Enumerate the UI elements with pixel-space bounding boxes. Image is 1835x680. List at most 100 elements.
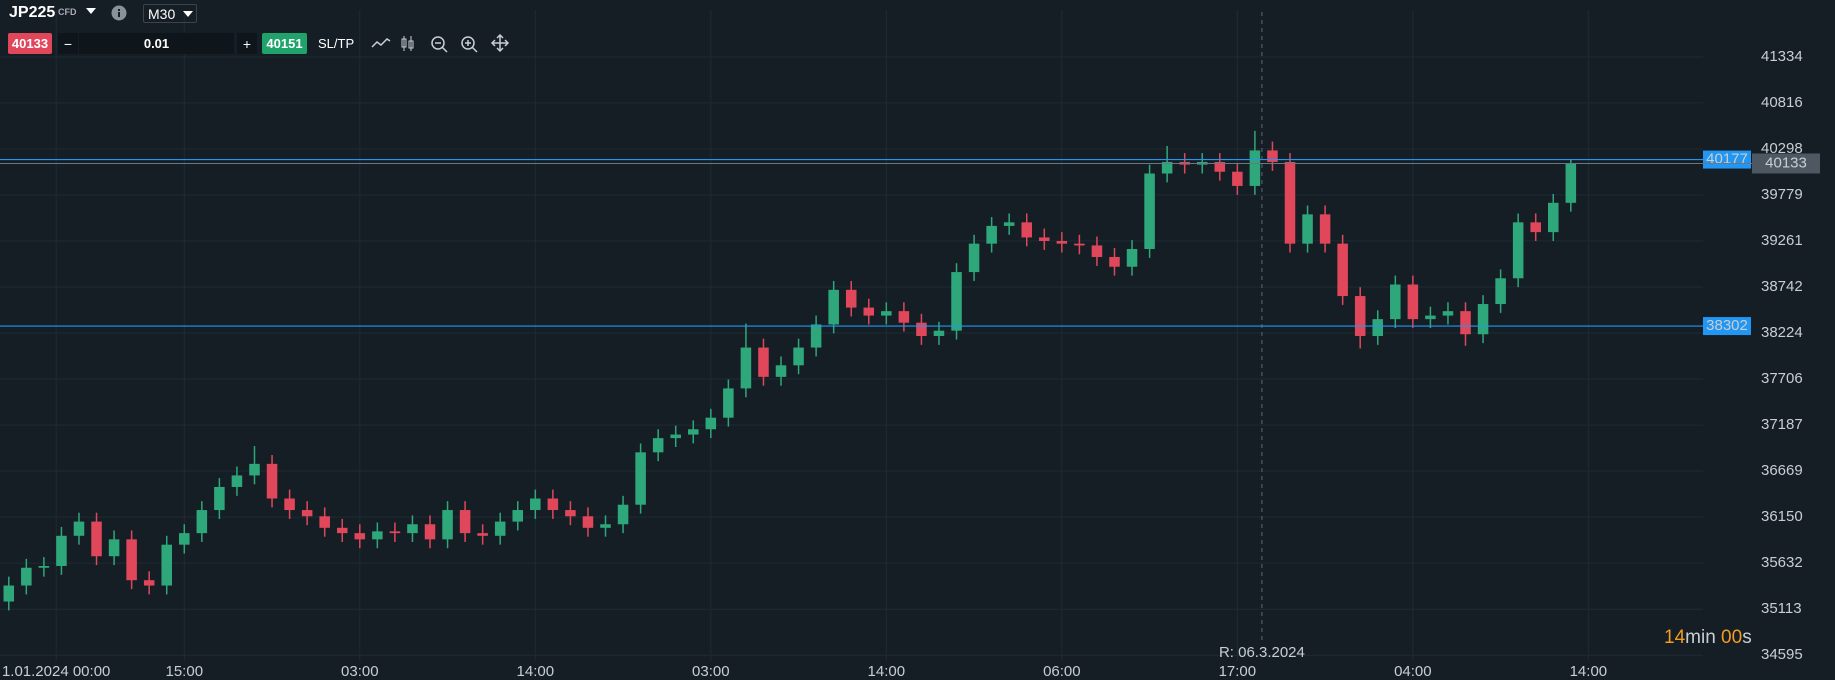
countdown-minutes: 14 xyxy=(1664,627,1686,648)
sell-button[interactable]: 40133 xyxy=(8,33,52,54)
candle-body xyxy=(565,510,576,517)
candle-body xyxy=(1284,161,1296,244)
last-price-tag xyxy=(1752,153,1820,174)
timeframe[interactable]: M30 xyxy=(143,4,197,23)
candle-body xyxy=(617,504,629,525)
countdown: 14 min 00 s xyxy=(1664,627,1752,649)
candle-body xyxy=(1039,237,1050,241)
candle-body xyxy=(828,289,839,325)
candle-body xyxy=(1214,161,1226,172)
candle-body xyxy=(1425,315,1436,320)
candle-body xyxy=(1512,222,1524,279)
candle-body xyxy=(108,539,120,557)
sltp-button[interactable]: SL/TP xyxy=(318,36,355,51)
price-line-tag xyxy=(1703,150,1751,169)
y-tick-label: 39779 xyxy=(1761,186,1803,203)
candle-body xyxy=(407,524,418,534)
candle-body xyxy=(477,533,488,536)
candle-body xyxy=(986,225,997,244)
candle-body xyxy=(916,322,927,337)
zoom-out[interactable] xyxy=(431,36,448,53)
marker-label: R: 06.3.2024 xyxy=(1219,644,1305,661)
candle-body xyxy=(530,498,541,511)
candle-body xyxy=(1319,214,1331,244)
candle-body xyxy=(1144,173,1155,249)
candle-body xyxy=(1354,296,1366,337)
symbol-dropdown[interactable] xyxy=(85,6,97,16)
candle-body xyxy=(91,521,102,557)
info-icon[interactable] xyxy=(111,5,127,21)
candle-body xyxy=(1548,202,1559,233)
candle-body xyxy=(898,311,910,323)
x-tick-label: 03:00 xyxy=(341,663,379,680)
x-tick-label: 06:00 xyxy=(1043,663,1081,680)
candle-body xyxy=(740,347,752,389)
candle-body xyxy=(73,521,85,536)
candle-body xyxy=(1442,311,1454,316)
candle-body xyxy=(494,521,506,536)
pan-tool[interactable] xyxy=(490,34,510,53)
candle-body xyxy=(1372,319,1384,337)
candle-body xyxy=(284,498,295,511)
line-tool[interactable] xyxy=(371,38,391,48)
y-tick-label: 36669 xyxy=(1761,462,1803,479)
price-line-label: 40177 xyxy=(1706,151,1748,168)
volume-minus[interactable]: − xyxy=(58,33,78,54)
candle-body xyxy=(1232,171,1243,186)
y-tick-label: 37706 xyxy=(1761,370,1803,387)
buy-button[interactable]: 40151 xyxy=(262,33,307,54)
candle-body xyxy=(354,533,366,540)
candle-body xyxy=(21,567,32,586)
countdown-min-unit: min xyxy=(1685,627,1716,648)
candle-body xyxy=(1530,222,1541,233)
candle-body xyxy=(1249,150,1261,186)
candle-body xyxy=(249,463,260,476)
candle-body xyxy=(547,498,559,511)
candle-body xyxy=(582,516,594,528)
candle-body xyxy=(1074,243,1085,246)
candle-body xyxy=(810,324,822,348)
candle-body xyxy=(319,516,330,528)
candle-body xyxy=(881,311,892,316)
countdown-seconds: 00 xyxy=(1721,627,1743,648)
last-price-label: 40133 xyxy=(1765,154,1807,171)
x-tick-label: 15:00 xyxy=(166,663,204,680)
countdown-sec-unit: s xyxy=(1742,627,1752,648)
candle-body xyxy=(196,510,208,534)
symbol[interactable]: JP225 xyxy=(9,4,56,21)
candle-body xyxy=(231,475,243,487)
candle-tool[interactable] xyxy=(401,36,414,51)
candle-body xyxy=(951,272,962,331)
x-tick-label: 14:00 xyxy=(517,663,555,680)
y-tick-label: 34595 xyxy=(1761,646,1803,663)
candle-body xyxy=(670,434,681,439)
candle-body xyxy=(301,510,313,517)
y-tick-label: 35113 xyxy=(1761,600,1802,617)
candle-body xyxy=(600,524,611,528)
symbol-kind: CFD xyxy=(58,7,77,17)
candle-body xyxy=(389,531,401,534)
candle-body xyxy=(793,347,804,366)
candle-body xyxy=(179,533,190,545)
candle-body xyxy=(336,527,348,534)
candle-body xyxy=(1056,240,1068,244)
candle-body xyxy=(1390,284,1401,320)
candle-body xyxy=(688,429,699,435)
candle-body xyxy=(3,585,15,602)
zoom-in[interactable] xyxy=(461,36,478,53)
candle-body xyxy=(442,510,453,540)
candle-body xyxy=(845,289,857,308)
volume-input[interactable]: 0.01 xyxy=(79,33,234,54)
candle-body xyxy=(863,307,875,316)
candle-body xyxy=(1495,278,1506,305)
volume-plus[interactable]: + xyxy=(237,33,257,54)
candle-body xyxy=(723,388,734,418)
y-tick-label: 41334 xyxy=(1761,48,1803,65)
candle-body xyxy=(214,486,225,511)
candle-body xyxy=(38,565,50,568)
candle-body xyxy=(1302,214,1313,244)
x-tick-label: 03:00 xyxy=(692,663,730,680)
candle-body xyxy=(56,535,67,566)
candle-body xyxy=(1267,150,1278,162)
candle-body xyxy=(652,438,664,453)
